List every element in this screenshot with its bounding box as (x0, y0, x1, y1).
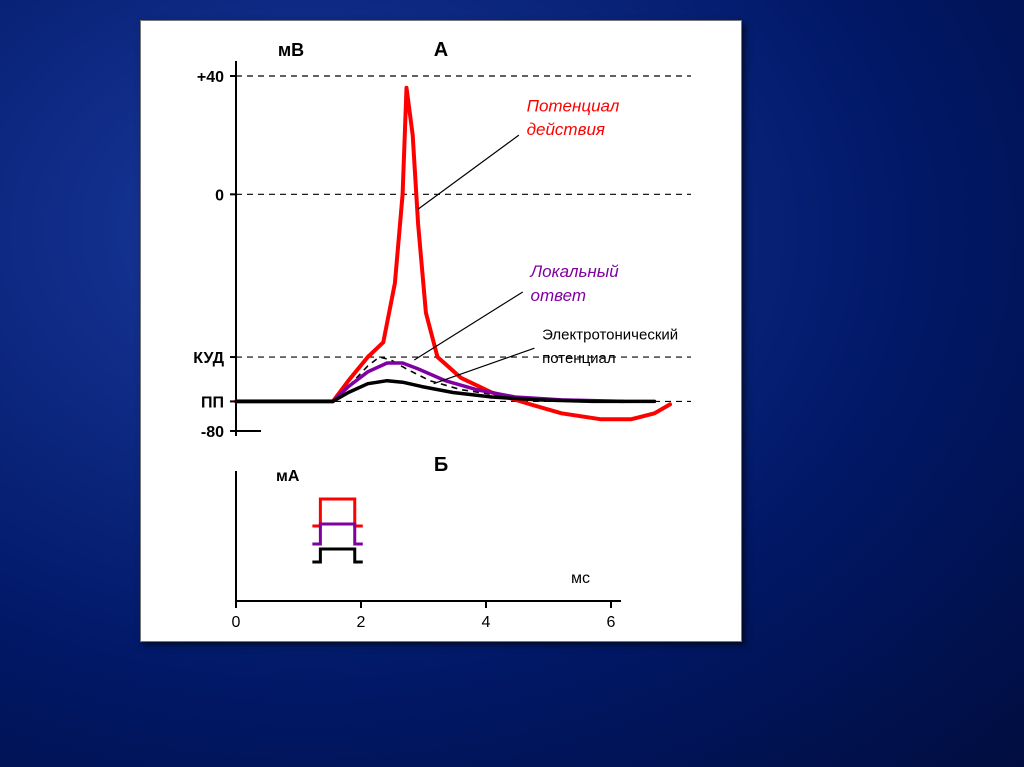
panel-b-label: Б (434, 454, 448, 476)
y-axis-label-b: мА (276, 468, 300, 485)
stimulus-pulse (312, 549, 362, 562)
x-axis-label-b: мс (571, 570, 590, 587)
svg-text:действия: действия (527, 120, 605, 139)
stimulus-pulse (312, 524, 362, 544)
xtick-label: 6 (607, 614, 616, 631)
xtick-label: 4 (482, 614, 491, 631)
panel-a-label: А (434, 39, 448, 61)
chart-svg: мВ А +40 0 КУД ПП -80 Потенциал действия Локальны… (141, 21, 741, 641)
ytick-label: 0 (215, 187, 224, 204)
label-action-potential: Потенциал (527, 97, 620, 116)
xtick-label: 0 (232, 614, 241, 631)
figure-panel: мВ А +40 0 КУД ПП -80 Потенциал действия Локальны… (140, 20, 742, 642)
stimulus-pulse (312, 499, 362, 526)
xtick-label: 2 (357, 614, 366, 631)
ytick-label: КУД (193, 350, 224, 367)
label-electrotonic: Электротонический (542, 326, 678, 343)
label-local-response: Локальный (530, 262, 620, 281)
ytick-label: +40 (197, 69, 224, 86)
ytick-label: ПП (201, 394, 224, 411)
leader-line (418, 135, 519, 209)
ytick-label: -80 (201, 424, 224, 441)
y-axis-label-a: мВ (278, 40, 304, 60)
svg-text:ответ: ответ (531, 286, 587, 305)
curve-local-response (236, 363, 624, 401)
curve-electrotonic (236, 381, 655, 402)
svg-text:потенциал: потенциал (542, 350, 616, 367)
